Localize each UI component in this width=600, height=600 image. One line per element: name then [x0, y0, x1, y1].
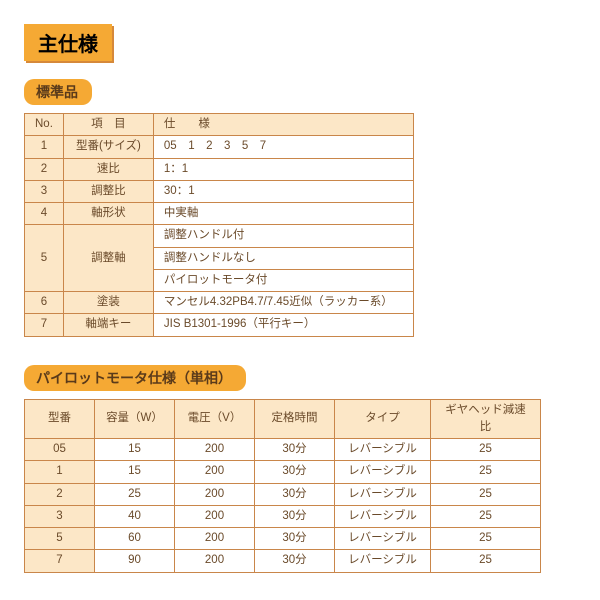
cell-type: レバーシブル: [335, 483, 431, 505]
cell-model: 3: [25, 505, 95, 527]
cell-voltage: 200: [175, 528, 255, 550]
table-header-row: 型番 容量（W） 電圧（V） 定格時間 タイプ ギヤヘッド減速比: [25, 399, 541, 439]
table-row: 3 調整比 30：1: [25, 180, 414, 202]
cell-item: 型番(サイズ): [63, 136, 153, 158]
col-gear: ギヤヘッド減速比: [431, 399, 541, 439]
cell-no: 7: [25, 314, 64, 336]
cell-capacity: 25: [95, 483, 175, 505]
cell-type: レバーシブル: [335, 528, 431, 550]
cell-model: 05: [25, 439, 95, 461]
cell-spec: 調整ハンドルなし: [153, 247, 413, 269]
cell-voltage: 200: [175, 461, 255, 483]
table-row: 1 型番(サイズ) 05 1 2 3 5 7: [25, 136, 414, 158]
cell-voltage: 200: [175, 550, 255, 572]
cell-no: 3: [25, 180, 64, 202]
table-row: 7 90 200 30分 レバーシブル 25: [25, 550, 541, 572]
table-row: 1 15 200 30分 レバーシブル 25: [25, 461, 541, 483]
cell-model: 1: [25, 461, 95, 483]
cell-gear: 25: [431, 528, 541, 550]
cell-rated: 30分: [255, 505, 335, 527]
cell-item: 速比: [63, 158, 153, 180]
table-row: 2 25 200 30分 レバーシブル 25: [25, 483, 541, 505]
cell-spec: JIS B1301-1996（平行キー）: [153, 314, 413, 336]
col-item: 項 目: [63, 114, 153, 136]
col-spec: 仕 様: [153, 114, 413, 136]
table-row: 05 15 200 30分 レバーシブル 25: [25, 439, 541, 461]
cell-no: 4: [25, 203, 64, 225]
pilot-table: 型番 容量（W） 電圧（V） 定格時間 タイプ ギヤヘッド減速比 05 15 2…: [24, 399, 541, 573]
cell-capacity: 40: [95, 505, 175, 527]
table-row: 3 40 200 30分 レバーシブル 25: [25, 505, 541, 527]
table-row: 2 速比 1：1: [25, 158, 414, 180]
col-rated: 定格時間: [255, 399, 335, 439]
table-row: 5 調整軸 調整ハンドル付: [25, 225, 414, 247]
cell-rated: 30分: [255, 461, 335, 483]
cell-item: 軸端キー: [63, 314, 153, 336]
cell-spec: マンセル4.32PB4.7/7.45近似（ラッカー系）: [153, 292, 413, 314]
col-no: No.: [25, 114, 64, 136]
cell-capacity: 90: [95, 550, 175, 572]
cell-voltage: 200: [175, 505, 255, 527]
cell-no: 5: [25, 225, 64, 292]
section-tag-pilot: パイロットモータ仕様（単相）: [24, 365, 246, 391]
cell-item: 調整比: [63, 180, 153, 202]
cell-voltage: 200: [175, 483, 255, 505]
cell-type: レバーシブル: [335, 461, 431, 483]
cell-item: 塗装: [63, 292, 153, 314]
cell-spec: パイロットモータ付: [153, 269, 413, 291]
table-header-row: No. 項 目 仕 様: [25, 114, 414, 136]
cell-rated: 30分: [255, 550, 335, 572]
cell-no: 2: [25, 158, 64, 180]
cell-type: レバーシブル: [335, 439, 431, 461]
cell-capacity: 60: [95, 528, 175, 550]
table-row: 4 軸形状 中実軸: [25, 203, 414, 225]
cell-voltage: 200: [175, 439, 255, 461]
cell-spec: 05 1 2 3 5 7: [153, 136, 413, 158]
cell-model: 2: [25, 483, 95, 505]
table-row: 7 軸端キー JIS B1301-1996（平行キー）: [25, 314, 414, 336]
cell-gear: 25: [431, 505, 541, 527]
cell-rated: 30分: [255, 483, 335, 505]
col-model: 型番: [25, 399, 95, 439]
cell-type: レバーシブル: [335, 550, 431, 572]
cell-model: 5: [25, 528, 95, 550]
cell-item: 軸形状: [63, 203, 153, 225]
cell-spec: 調整ハンドル付: [153, 225, 413, 247]
cell-type: レバーシブル: [335, 505, 431, 527]
cell-spec: 中実軸: [153, 203, 413, 225]
cell-no: 1: [25, 136, 64, 158]
cell-gear: 25: [431, 439, 541, 461]
cell-gear: 25: [431, 483, 541, 505]
col-voltage: 電圧（V）: [175, 399, 255, 439]
section-tag-standard: 標準品: [24, 79, 92, 105]
cell-rated: 30分: [255, 439, 335, 461]
cell-spec: 30：1: [153, 180, 413, 202]
cell-gear: 25: [431, 550, 541, 572]
cell-no: 6: [25, 292, 64, 314]
cell-gear: 25: [431, 461, 541, 483]
table-row: 5 60 200 30分 レバーシブル 25: [25, 528, 541, 550]
col-type: タイプ: [335, 399, 431, 439]
table-row: 6 塗装 マンセル4.32PB4.7/7.45近似（ラッカー系）: [25, 292, 414, 314]
cell-capacity: 15: [95, 439, 175, 461]
cell-model: 7: [25, 550, 95, 572]
page-title: 主仕様: [24, 24, 112, 61]
standard-table: No. 項 目 仕 様 1 型番(サイズ) 05 1 2 3 5 7 2 速比 …: [24, 113, 414, 337]
cell-rated: 30分: [255, 528, 335, 550]
cell-item: 調整軸: [63, 225, 153, 292]
cell-spec: 1：1: [153, 158, 413, 180]
cell-capacity: 15: [95, 461, 175, 483]
col-capacity: 容量（W）: [95, 399, 175, 439]
